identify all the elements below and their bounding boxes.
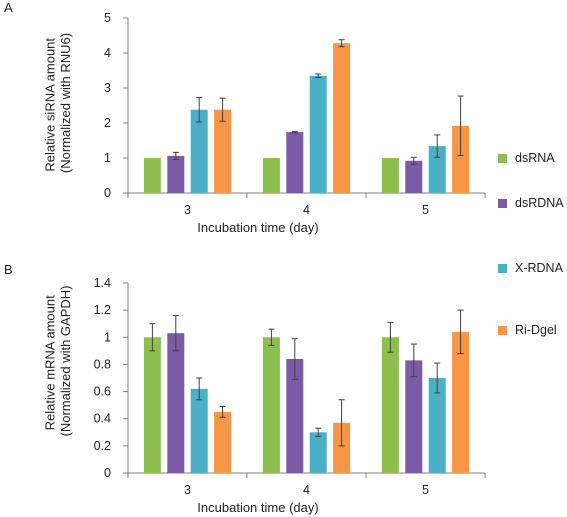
legend-swatch-dsrdna [498,198,507,208]
legend-label-dsrdna: dsRDNA [515,196,564,210]
chart-b-bar-ri-dgel [333,422,351,473]
chart-a-xlabel: Incubation time (day) [197,220,318,235]
chart-b-bar-dsrdna [405,360,423,473]
legend-swatch-dsrna [498,153,507,163]
chart-b-bar-dsrna [381,337,399,473]
legend-label-ri-dgel: Ri-Dgel [515,323,557,337]
chart-b-bar-ri-dgel [452,331,470,473]
chart-b-category-label: 3 [184,483,191,497]
chart-b-ytick-label: 1 [104,330,111,344]
chart-a-ytick-label: 2 [104,116,111,130]
chart-b-xlabel: Incubation time (day) [197,500,318,515]
chart-a-bar-x-rdna [309,75,327,193]
chart-a-ytick-label: 0 [104,186,111,200]
panel-label-b: B [4,262,13,277]
chart-a-bar-dsrna [143,158,161,193]
chart-b-ylabel-line2: (Normalized with GAPDH) [58,286,73,437]
chart-a-bar-ri-dgel [214,109,232,193]
chart-a-bar-dsrdna [167,155,185,193]
legend-swatch-x-rdna [498,263,507,273]
legend-swatch-ri-dgel [498,325,507,335]
chart-b-ylabel: Relative mRNA amount (Normalized with GA… [42,286,73,437]
chart-a-category-label: 3 [184,203,191,217]
chart-a-ylabel-line1: Relative siRNA amount [42,38,57,172]
chart-b-category-label: 4 [303,483,310,497]
legend-label-x-rdna: X-RDNA [515,261,563,275]
chart-b-bar-x-rdna [190,388,208,473]
chart-a: 0 1 2 3 4 5 3 4 5 [104,11,486,217]
chart-a-bar-dsrdna [405,160,423,193]
chart-a-bar-ri-dgel [452,125,470,193]
legend-item-dsrdna: dsRDNA [498,195,567,211]
chart-a-ytick-label: 5 [104,11,111,25]
legend-item-dsrna: dsRNA [498,150,567,166]
chart-a-bar-dsrna [262,158,280,193]
chart-a-bar-x-rdna [190,109,208,193]
chart-b-category-label: 5 [422,483,429,497]
chart-a-bar-dsrna [381,158,399,193]
legend-label-dsrna: dsRNA [515,151,555,165]
chart-b-ytick-label: 0.4 [94,412,111,426]
chart-a-bar-x-rdna [428,146,446,193]
chart-b-ytick-label: 0.2 [94,439,111,453]
chart-a-ylabel-line2: (Normalized with RNU6) [58,33,73,173]
chart-b-bar-ri-dgel [214,411,232,473]
chart-a-bar-dsrdna [286,132,304,193]
panel-label-a: A [4,0,13,15]
chart-b-ytick-label: 1.4 [94,276,111,290]
chart-a-ylabel: Relative siRNA amount (Normalized with R… [42,33,73,173]
chart-b-bar-dsrna [262,337,280,473]
legend-item-ri-dgel: Ri-Dgel [498,322,567,338]
chart-b-ytick-label: 0 [104,466,111,480]
chart-a-category-label: 4 [303,203,310,217]
chart-b-bar-dsrdna [167,333,185,473]
chart-b-bar-dsrna [143,337,161,473]
chart-a-ytick-label: 3 [104,81,111,95]
chart-a-bar-ri-dgel [333,43,351,194]
chart-a-category-label: 5 [422,203,429,217]
chart-b-ytick-label: 0.8 [94,357,111,371]
legend-item-x-rdna: X-RDNA [498,260,567,276]
chart-b-bar-x-rdna [309,432,327,473]
chart-b-bar-x-rdna [428,378,446,473]
chart-a-ytick-label: 1 [104,151,111,165]
chart-b-bar-dsrdna [286,359,304,473]
chart-b-ytick-label: 1.2 [94,303,111,317]
chart-b: 0 0.2 0.4 0.6 0.8 1 1.2 1.4 3 4 5 [94,276,486,497]
chart-b-ylabel-line1: Relative mRNA amount [42,295,57,430]
chart-b-ytick-label: 0.6 [94,385,111,399]
chart-a-ytick-label: 4 [104,46,111,60]
